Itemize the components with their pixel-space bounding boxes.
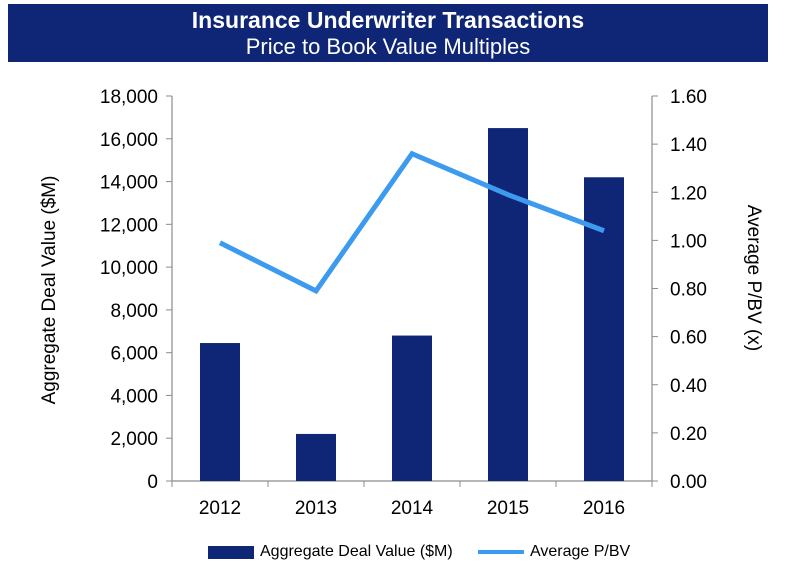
legend-label-bar: Aggregate Deal Value ($M) bbox=[260, 543, 453, 560]
bar-2012 bbox=[200, 343, 240, 481]
right-tick-label: 1.00 bbox=[670, 231, 707, 252]
left-tick-label: 8,000 bbox=[110, 301, 158, 322]
avg-pbv-line bbox=[218, 150, 605, 295]
right-tick-label: 0.40 bbox=[670, 376, 707, 397]
right-tick-label: 1.20 bbox=[670, 183, 707, 204]
x-tick-label: 2014 bbox=[391, 498, 434, 519]
chart-title: Insurance Underwriter Transactions bbox=[191, 7, 585, 33]
bar-2015 bbox=[488, 128, 528, 482]
legend-item-bar: Aggregate Deal Value ($M) bbox=[208, 541, 453, 563]
left-tick-label: 16,000 bbox=[100, 130, 158, 151]
title-banner: Insurance Underwriter Transactions Price… bbox=[8, 4, 768, 62]
right-tick-label: 1.60 bbox=[670, 87, 707, 108]
chart-subtitle: Price to Book Value Multiples bbox=[245, 34, 531, 59]
line-layer bbox=[218, 150, 605, 295]
left-tick-label: 6,000 bbox=[110, 344, 158, 365]
bar-2014 bbox=[392, 335, 432, 481]
bars-layer bbox=[200, 128, 624, 482]
left-tick-label: 14,000 bbox=[100, 173, 158, 194]
x-tick-label: 2016 bbox=[583, 498, 625, 519]
x-tick-label: 2013 bbox=[295, 498, 337, 519]
left-tick-label: 18,000 bbox=[100, 87, 158, 108]
bar-2013 bbox=[296, 433, 336, 481]
left-tick-label: 12,000 bbox=[100, 215, 158, 236]
right-tick-label: 0.60 bbox=[670, 328, 707, 349]
legend-label-line: Average P/BV bbox=[530, 543, 631, 560]
left-axis-title: Aggregate Deal Value ($M) bbox=[39, 176, 60, 405]
left-tick-label: 10,000 bbox=[100, 258, 158, 279]
left-tick-label: 2,000 bbox=[110, 429, 158, 450]
right-tick-label: 0.00 bbox=[670, 472, 707, 493]
x-tick-label: 2012 bbox=[199, 498, 241, 519]
legend: Aggregate Deal Value ($M) Average P/BV bbox=[0, 541, 798, 565]
left-tick-label: 0 bbox=[147, 472, 158, 493]
x-tick-label: 2015 bbox=[487, 498, 529, 519]
legend-swatch-bar-icon bbox=[208, 545, 254, 559]
legend-swatch-line-icon bbox=[478, 550, 524, 554]
right-axis-title: Average P/BV (x) bbox=[743, 205, 764, 351]
left-tick-label: 4,000 bbox=[110, 386, 158, 407]
right-tick-label: 0.80 bbox=[670, 280, 707, 301]
right-tick-label: 0.20 bbox=[670, 424, 707, 445]
ticks-layer: 0 2,000 4,000 6,000 8,000 10,000 12,000 14,000 1… bbox=[100, 87, 707, 519]
right-tick-label: 1.40 bbox=[670, 135, 707, 156]
legend-item-line: Average P/BV bbox=[478, 541, 630, 563]
